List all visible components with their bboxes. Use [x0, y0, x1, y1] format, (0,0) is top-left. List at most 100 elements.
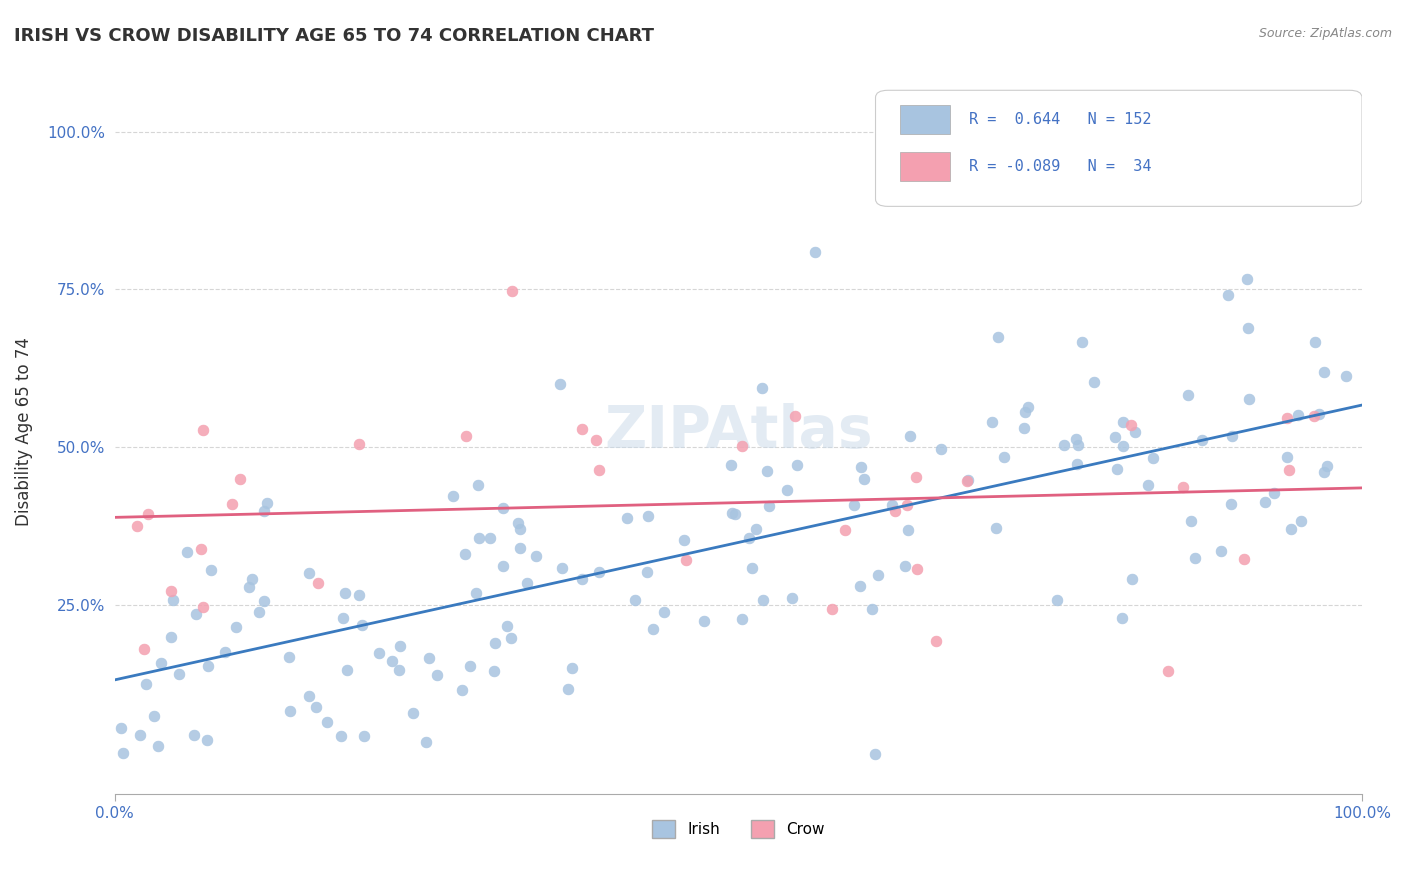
Point: [1014, 404, 1036, 418]
Point: [1107, 461, 1129, 475]
Point: [451, 683, 474, 698]
Point: [785, 409, 807, 424]
Point: [561, 660, 583, 674]
Point: [898, 429, 921, 443]
Point: [851, 460, 873, 475]
Point: [1083, 375, 1105, 389]
Point: [1263, 486, 1285, 500]
Point: [1275, 450, 1298, 464]
Point: [987, 329, 1010, 343]
Point: [893, 559, 915, 574]
Point: [730, 612, 752, 626]
Point: [502, 285, 524, 299]
Point: [571, 572, 593, 586]
Point: [1070, 334, 1092, 349]
Point: [955, 474, 977, 488]
Point: [548, 376, 571, 391]
Point: [803, 245, 825, 260]
FancyBboxPatch shape: [900, 104, 950, 134]
Point: [247, 605, 270, 619]
Point: [197, 658, 219, 673]
Point: [986, 521, 1008, 535]
Point: [253, 594, 276, 608]
Point: [957, 473, 980, 487]
Point: [238, 580, 260, 594]
Point: [347, 588, 370, 602]
Point: [905, 562, 928, 576]
Point: [1313, 466, 1336, 480]
Point: [316, 714, 339, 729]
Point: [458, 658, 481, 673]
Point: [1313, 365, 1336, 379]
Point: [1111, 415, 1133, 429]
Point: [330, 729, 353, 743]
Point: [751, 381, 773, 395]
Point: [495, 619, 517, 633]
Point: [160, 584, 183, 599]
Point: [214, 645, 236, 659]
Point: [1237, 392, 1260, 406]
Point: [745, 522, 768, 536]
Point: [191, 423, 214, 437]
Point: [381, 654, 404, 668]
Point: [643, 622, 665, 636]
Point: [167, 666, 190, 681]
Point: [195, 733, 218, 747]
Point: [1137, 478, 1160, 492]
Point: [1171, 480, 1194, 494]
Point: [456, 429, 478, 443]
Point: [305, 699, 328, 714]
Point: [132, 641, 155, 656]
Point: [225, 620, 247, 634]
Point: [492, 500, 515, 515]
Point: [160, 630, 183, 644]
Point: [842, 498, 865, 512]
Point: [298, 689, 321, 703]
Point: [1157, 665, 1180, 679]
Point: [624, 593, 647, 607]
Point: [491, 559, 513, 574]
Point: [720, 458, 742, 473]
Point: [136, 507, 159, 521]
Point: [1334, 368, 1357, 383]
FancyBboxPatch shape: [876, 90, 1362, 206]
Point: [388, 663, 411, 677]
Point: [335, 586, 357, 600]
Point: [1236, 272, 1258, 286]
Point: [752, 593, 775, 607]
Point: [1104, 430, 1126, 444]
Point: [675, 553, 697, 567]
Point: [585, 433, 607, 447]
Point: [1308, 407, 1330, 421]
Point: [240, 572, 263, 586]
Point: [993, 450, 1015, 464]
Point: [426, 668, 449, 682]
Text: R =  0.644   N = 152: R = 0.644 N = 152: [969, 112, 1152, 127]
Point: [183, 728, 205, 742]
Point: [897, 523, 920, 537]
Point: [441, 490, 464, 504]
Point: [454, 547, 477, 561]
Point: [834, 523, 856, 537]
Point: [1017, 400, 1039, 414]
Text: IRISH VS CROW DISABILITY AGE 65 TO 74 CORRELATION CHART: IRISH VS CROW DISABILITY AGE 65 TO 74 CO…: [14, 27, 654, 45]
Point: [280, 704, 302, 718]
Point: [1066, 432, 1088, 446]
Point: [821, 602, 844, 616]
Legend: Irish, Crow: Irish, Crow: [647, 814, 831, 845]
Point: [352, 617, 374, 632]
Point: [200, 563, 222, 577]
Point: [298, 566, 321, 580]
Point: [1316, 458, 1339, 473]
Point: [509, 541, 531, 555]
Point: [1233, 551, 1256, 566]
Point: [1112, 439, 1135, 453]
Point: [467, 477, 489, 491]
Point: [1046, 593, 1069, 607]
Point: [1191, 433, 1213, 447]
Point: [1279, 522, 1302, 536]
Point: [484, 636, 506, 650]
Point: [652, 605, 675, 619]
Point: [758, 499, 780, 513]
Text: R = -0.089   N =  34: R = -0.089 N = 34: [969, 159, 1152, 174]
